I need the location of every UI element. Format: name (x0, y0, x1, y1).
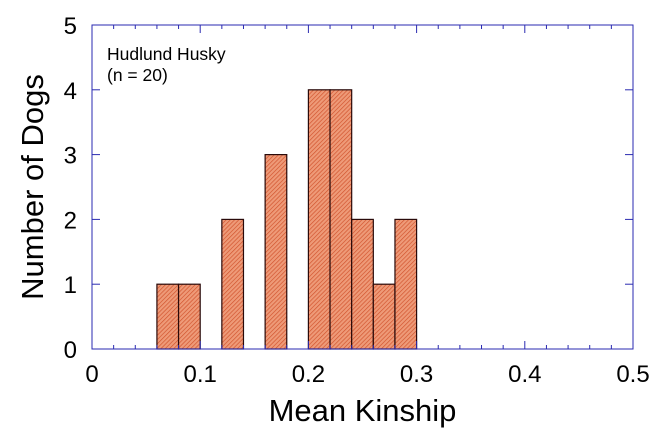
y-tick-label: 5 (64, 13, 77, 40)
histogram-bar-7 (372, 283, 396, 350)
histogram-bar-1 (177, 283, 201, 350)
y-axis-title: Number of Dogs (15, 74, 50, 300)
x-tick-label: 0.1 (184, 361, 217, 388)
x-tick-labels: 0 0.1 0.2 0.3 0.4 0.5 (85, 361, 649, 388)
x-tick-label: 0.2 (292, 361, 325, 388)
x-tick-label: 0.5 (616, 361, 649, 388)
annotation-breed: Hudlund Husky (107, 44, 226, 64)
y-tick-label: 2 (64, 207, 77, 234)
histogram-bar-0 (156, 283, 180, 350)
histogram-bar-8 (394, 218, 418, 350)
x-tick-label: 0.3 (400, 361, 433, 388)
tick-marks (91, 24, 634, 350)
y-tick-label: 1 (64, 272, 77, 299)
histogram-bar-6 (351, 218, 374, 350)
plot-frame (91, 24, 634, 350)
histogram-bar-2 (221, 218, 245, 350)
histogram-bar-3 (264, 154, 288, 350)
y-tick-label: 4 (64, 78, 77, 105)
x-tick-label: 0 (85, 361, 98, 388)
annotation-sample-size: (n = 20) (107, 65, 168, 85)
y-tick-label: 0 (64, 337, 77, 364)
bars-group (156, 89, 418, 350)
y-tick-labels: 0 1 2 3 4 5 (64, 13, 77, 364)
y-tick-label: 3 (64, 143, 77, 170)
x-tick-label: 0.4 (508, 361, 541, 388)
histogram-bar-4 (307, 89, 331, 350)
histogram-bar-5 (329, 89, 353, 350)
x-axis-title: Mean Kinship (269, 393, 457, 428)
